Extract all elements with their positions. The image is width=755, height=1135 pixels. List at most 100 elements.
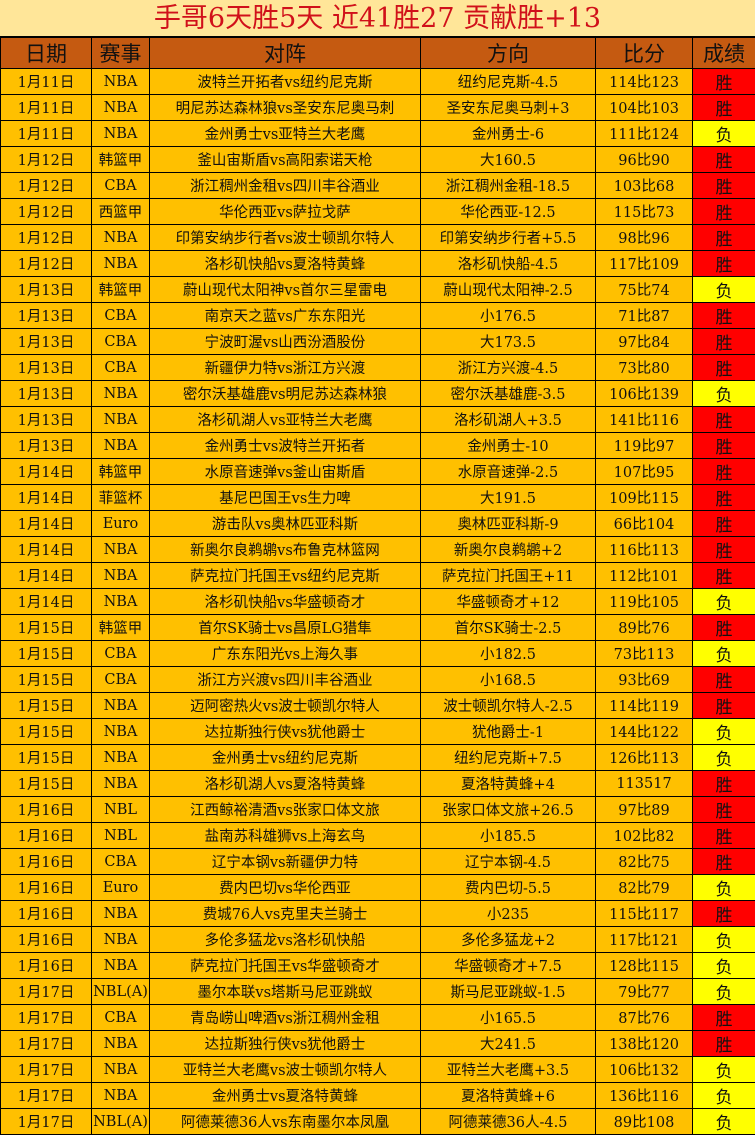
- pick-cell: 纽约尼克斯+7.5: [421, 745, 596, 771]
- match-cell: 费内巴切vs华伦西亚: [150, 875, 421, 901]
- league-cell: CBA: [92, 1005, 150, 1031]
- league-cell: 菲篮杯: [92, 485, 150, 511]
- league-cell: NBA: [92, 381, 150, 407]
- match-cell: 水原音速弹vs釜山宙斯盾: [150, 459, 421, 485]
- league-cell: NBA: [92, 433, 150, 459]
- match-cell: 金州勇士vs纽约尼克斯: [150, 745, 421, 771]
- match-cell: 青岛崂山啤酒vs浙江稠州金租: [150, 1005, 421, 1031]
- result-cell: 胜: [693, 693, 755, 719]
- league-cell: CBA: [92, 849, 150, 875]
- league-cell: 韩篮甲: [92, 277, 150, 303]
- pick-cell: 小176.5: [421, 303, 596, 329]
- league-cell: NBA: [92, 953, 150, 979]
- league-cell: NBA: [92, 589, 150, 615]
- league-cell: NBA: [92, 563, 150, 589]
- score-cell: 71比87: [596, 303, 693, 329]
- league-cell: NBA: [92, 225, 150, 251]
- date-cell: 1月12日: [1, 147, 92, 173]
- match-cell: 宁波町渥vs山西汾酒股份: [150, 329, 421, 355]
- pick-cell: 洛杉矶湖人+3.5: [421, 407, 596, 433]
- date-cell: 1月12日: [1, 251, 92, 277]
- league-cell: NBA: [92, 251, 150, 277]
- pick-cell: 犹他爵士-1: [421, 719, 596, 745]
- pick-cell: 圣安东尼奥马刺+3: [421, 95, 596, 121]
- pick-cell: 蔚山现代太阳神-2.5: [421, 277, 596, 303]
- match-cell: 波特兰开拓者vs纽约尼克斯: [150, 69, 421, 95]
- pick-cell: 大191.5: [421, 485, 596, 511]
- pick-cell: 费内巴切-5.5: [421, 875, 596, 901]
- date-cell: 1月15日: [1, 615, 92, 641]
- result-cell: 负: [693, 641, 755, 667]
- date-cell: 1月13日: [1, 355, 92, 381]
- league-cell: NBA: [92, 927, 150, 953]
- result-cell: 胜: [693, 901, 755, 927]
- date-cell: 1月16日: [1, 927, 92, 953]
- result-cell: 负: [693, 953, 755, 979]
- pick-cell: 小168.5: [421, 667, 596, 693]
- score-cell: 103比68: [596, 173, 693, 199]
- date-cell: 1月13日: [1, 407, 92, 433]
- score-cell: 89比108: [596, 1109, 693, 1135]
- pick-cell: 浙江稠州金租-18.5: [421, 173, 596, 199]
- league-cell: NBA: [92, 121, 150, 147]
- date-cell: 1月12日: [1, 225, 92, 251]
- score-cell: 144比122: [596, 719, 693, 745]
- league-cell: NBA: [92, 69, 150, 95]
- result-cell: 胜: [693, 849, 755, 875]
- match-cell: 新疆伊力特vs浙江方兴渡: [150, 355, 421, 381]
- date-cell: 1月15日: [1, 745, 92, 771]
- result-cell: 胜: [693, 1005, 755, 1031]
- pick-cell: 萨克拉门托国王+11: [421, 563, 596, 589]
- match-cell: 江西鲸裕清酒vs张家口体文旅: [150, 797, 421, 823]
- result-cell: 胜: [693, 173, 755, 199]
- match-cell: 华伦西亚vs萨拉戈萨: [150, 199, 421, 225]
- match-cell: 密尔沃基雄鹿vs明尼苏达森林狼: [150, 381, 421, 407]
- match-cell: 金州勇士vs波特兰开拓者: [150, 433, 421, 459]
- match-cell: 迈阿密热火vs波士顿凯尔特人: [150, 693, 421, 719]
- score-cell: 97比89: [596, 797, 693, 823]
- date-cell: 1月11日: [1, 95, 92, 121]
- score-cell: 97比84: [596, 329, 693, 355]
- match-cell: 蔚山现代太阳神vs首尔三星雷电: [150, 277, 421, 303]
- header-date: 日期: [1, 38, 92, 69]
- pick-cell: 斯马尼亚跳蚁-1.5: [421, 979, 596, 1005]
- result-cell: 负: [693, 277, 755, 303]
- score-cell: 73比113: [596, 641, 693, 667]
- pick-cell: 金州勇士-10: [421, 433, 596, 459]
- pick-cell: 浙江方兴渡-4.5: [421, 355, 596, 381]
- score-cell: 89比76: [596, 615, 693, 641]
- result-cell: 胜: [693, 407, 755, 433]
- match-cell: 墨尔本联vs塔斯马尼亚跳蚁: [150, 979, 421, 1005]
- score-cell: 114比119: [596, 693, 693, 719]
- date-cell: 1月11日: [1, 121, 92, 147]
- league-cell: 韩篮甲: [92, 615, 150, 641]
- pick-cell: 小185.5: [421, 823, 596, 849]
- league-cell: 西篮甲: [92, 199, 150, 225]
- score-cell: 128比115: [596, 953, 693, 979]
- score-cell: 112比101: [596, 563, 693, 589]
- date-cell: 1月16日: [1, 823, 92, 849]
- match-cell: 游击队vs奥林匹亚科斯: [150, 511, 421, 537]
- match-cell: 基尼巴国王vs生力啤: [150, 485, 421, 511]
- league-cell: NBA: [92, 901, 150, 927]
- score-cell: 114比123: [596, 69, 693, 95]
- score-cell: 104比103: [596, 95, 693, 121]
- date-cell: 1月15日: [1, 719, 92, 745]
- date-cell: 1月13日: [1, 277, 92, 303]
- date-cell: 1月17日: [1, 1031, 92, 1057]
- date-cell: 1月17日: [1, 1005, 92, 1031]
- pick-cell: 水原音速弹-2.5: [421, 459, 596, 485]
